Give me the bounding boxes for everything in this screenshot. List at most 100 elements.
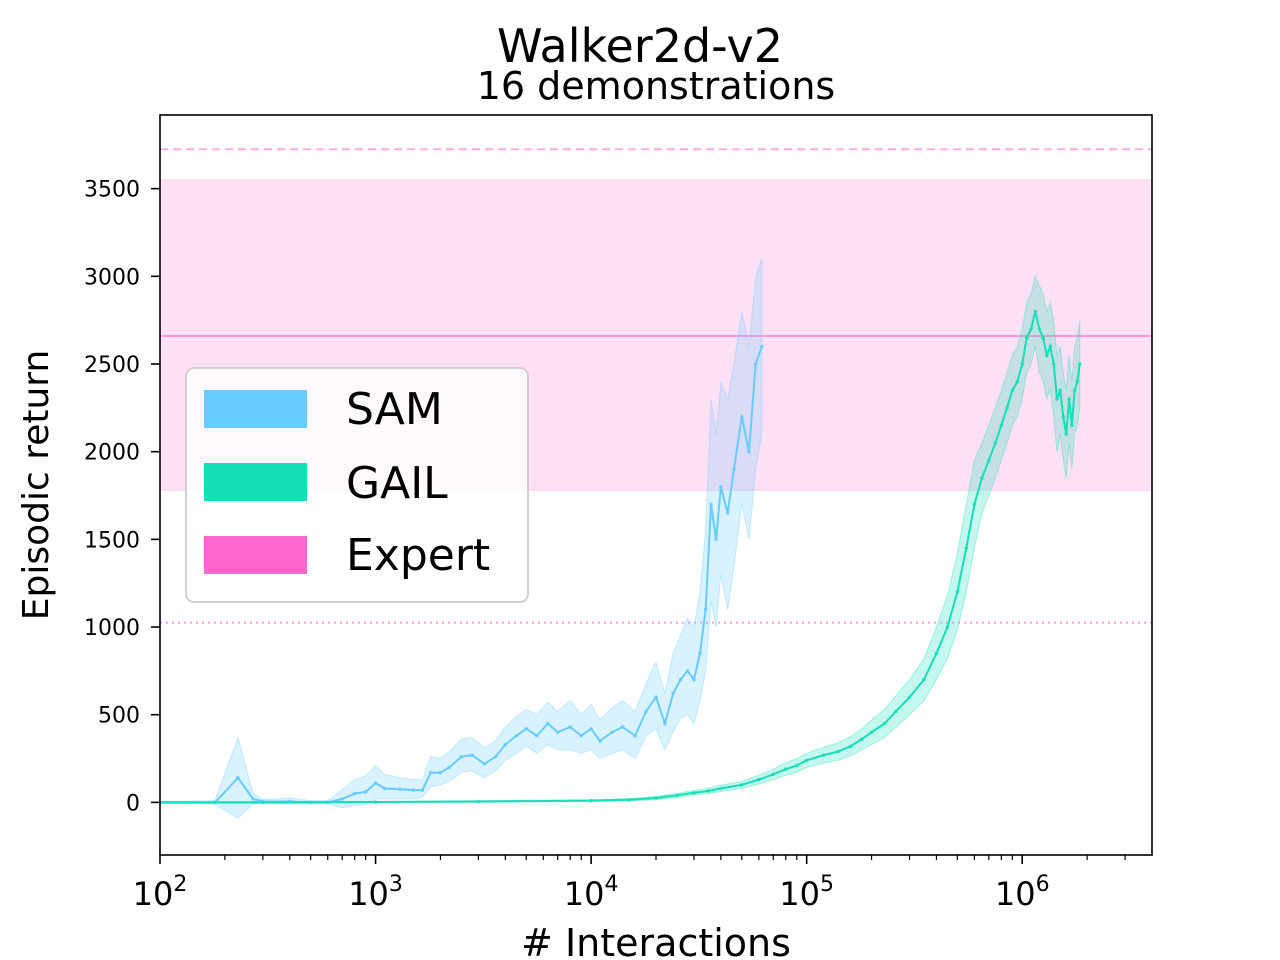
data-point-gail	[719, 786, 723, 791]
data-point-sam	[251, 797, 255, 801]
data-point-gail	[654, 796, 658, 800]
data-point-sam	[459, 755, 464, 759]
y-tick-label: 1500	[84, 528, 140, 553]
data-point-sam	[470, 753, 474, 757]
data-point-sam	[503, 742, 508, 747]
data-point-sam	[568, 725, 573, 729]
data-point-sam	[633, 733, 637, 738]
data-point-gail	[1037, 327, 1042, 331]
data-point-gail	[1072, 388, 1077, 393]
data-point-gail	[964, 546, 969, 550]
x-tick-exponent: 6	[1036, 872, 1050, 897]
data-point-sam	[398, 787, 402, 792]
data-point-sam	[382, 786, 387, 791]
y-tick-label: 2000	[84, 441, 140, 466]
legend-label-expert: Expert	[346, 530, 490, 581]
data-point-sam	[703, 607, 708, 612]
series-band-gail	[160, 274, 1081, 804]
data-point-gail	[692, 790, 696, 795]
data-point-sam	[747, 449, 751, 454]
x-tick-label: 106	[995, 872, 1050, 913]
data-point-sam	[589, 726, 593, 731]
data-point-sam	[428, 770, 433, 775]
data-point-sam	[725, 511, 730, 515]
data-point-sam	[644, 709, 648, 714]
data-point-sam	[438, 770, 443, 775]
chart-subtitle: 16 demonstrations	[477, 64, 835, 108]
data-point-sam	[340, 797, 344, 801]
data-point-gail	[1048, 344, 1053, 349]
x-tick-label: 105	[779, 872, 834, 913]
data-point-gail	[934, 651, 939, 656]
data-point-sam	[610, 730, 614, 735]
y-tick-label: 0	[126, 791, 140, 816]
x-axis-label: # Interactions	[521, 921, 791, 960]
series-line-gail	[160, 311, 1081, 804]
data-point-gail	[804, 758, 809, 763]
data-point-sam	[739, 414, 744, 419]
data-point-sam	[546, 721, 550, 726]
data-point-sam	[732, 467, 736, 472]
data-point-sam	[620, 725, 625, 729]
data-point-gail	[1070, 423, 1074, 428]
data-point-gail	[1020, 362, 1025, 366]
data-point-sam	[598, 739, 602, 743]
data-point-gail	[675, 793, 679, 798]
data-point-gail	[922, 677, 926, 682]
line-layer	[160, 309, 1082, 805]
data-point-sam	[363, 790, 368, 794]
data-point-gail	[783, 767, 788, 771]
data-point-gail	[1005, 406, 1009, 410]
data-point-gail	[1075, 379, 1080, 384]
legend-label-gail: GAIL	[346, 458, 448, 509]
data-point-gail	[771, 772, 776, 777]
data-point-gail	[1033, 309, 1038, 314]
x-axis: 102 103 104 105 106	[133, 855, 1126, 913]
data-point-gail	[1061, 414, 1066, 419]
legend-label-sam: SAM	[346, 384, 443, 435]
data-point-sam	[663, 721, 667, 726]
data-point-gail	[1024, 335, 1029, 340]
data-point-gail	[1055, 397, 1059, 401]
data-point-gail	[894, 709, 898, 714]
legend: SAM GAIL Expert	[185, 367, 529, 603]
data-point-sam	[352, 791, 357, 796]
data-point-sam	[236, 776, 240, 780]
y-axis-label: Episodic return	[16, 350, 57, 621]
data-point-sam	[654, 695, 658, 699]
data-point-gail	[739, 783, 744, 787]
x-tick-label: 103	[348, 872, 403, 913]
data-point-gail	[1010, 388, 1015, 393]
y-tick-label: 2500	[84, 353, 140, 378]
y-axis: 0 500 1000 1500 2000 2500 3000 3500	[84, 178, 160, 816]
data-point-sam	[514, 733, 519, 738]
x-tick-label: 104	[564, 872, 619, 913]
data-point-gail	[1064, 432, 1069, 436]
y-tick-label: 1000	[84, 616, 140, 641]
legend-swatch-expert	[204, 536, 307, 574]
data-point-sam	[714, 537, 718, 542]
data-point-sam	[671, 691, 675, 696]
data-point-gail	[1078, 362, 1082, 366]
y-tick-label: 3000	[84, 265, 140, 290]
series-line-sam	[160, 346, 763, 804]
data-point-sam	[493, 755, 498, 759]
series-band-sam	[160, 258, 763, 819]
data-point-gail	[907, 695, 912, 699]
data-point-gail	[859, 737, 864, 742]
data-point-gail	[261, 800, 265, 805]
data-point-gail	[848, 744, 853, 749]
data-point-gail	[1058, 388, 1062, 393]
data-point-gail	[589, 798, 593, 803]
data-point-gail	[999, 423, 1004, 428]
chart-title: Walker2d-v2	[497, 19, 783, 73]
data-point-sam	[447, 765, 452, 770]
data-point-gail	[945, 625, 950, 629]
data-point-gail	[1067, 397, 1071, 401]
data-point-sam	[678, 677, 683, 682]
data-point-gail	[1051, 362, 1056, 366]
data-point-gail	[869, 730, 874, 735]
x-tick-label: 102	[133, 872, 188, 913]
data-point-sam	[692, 677, 696, 682]
